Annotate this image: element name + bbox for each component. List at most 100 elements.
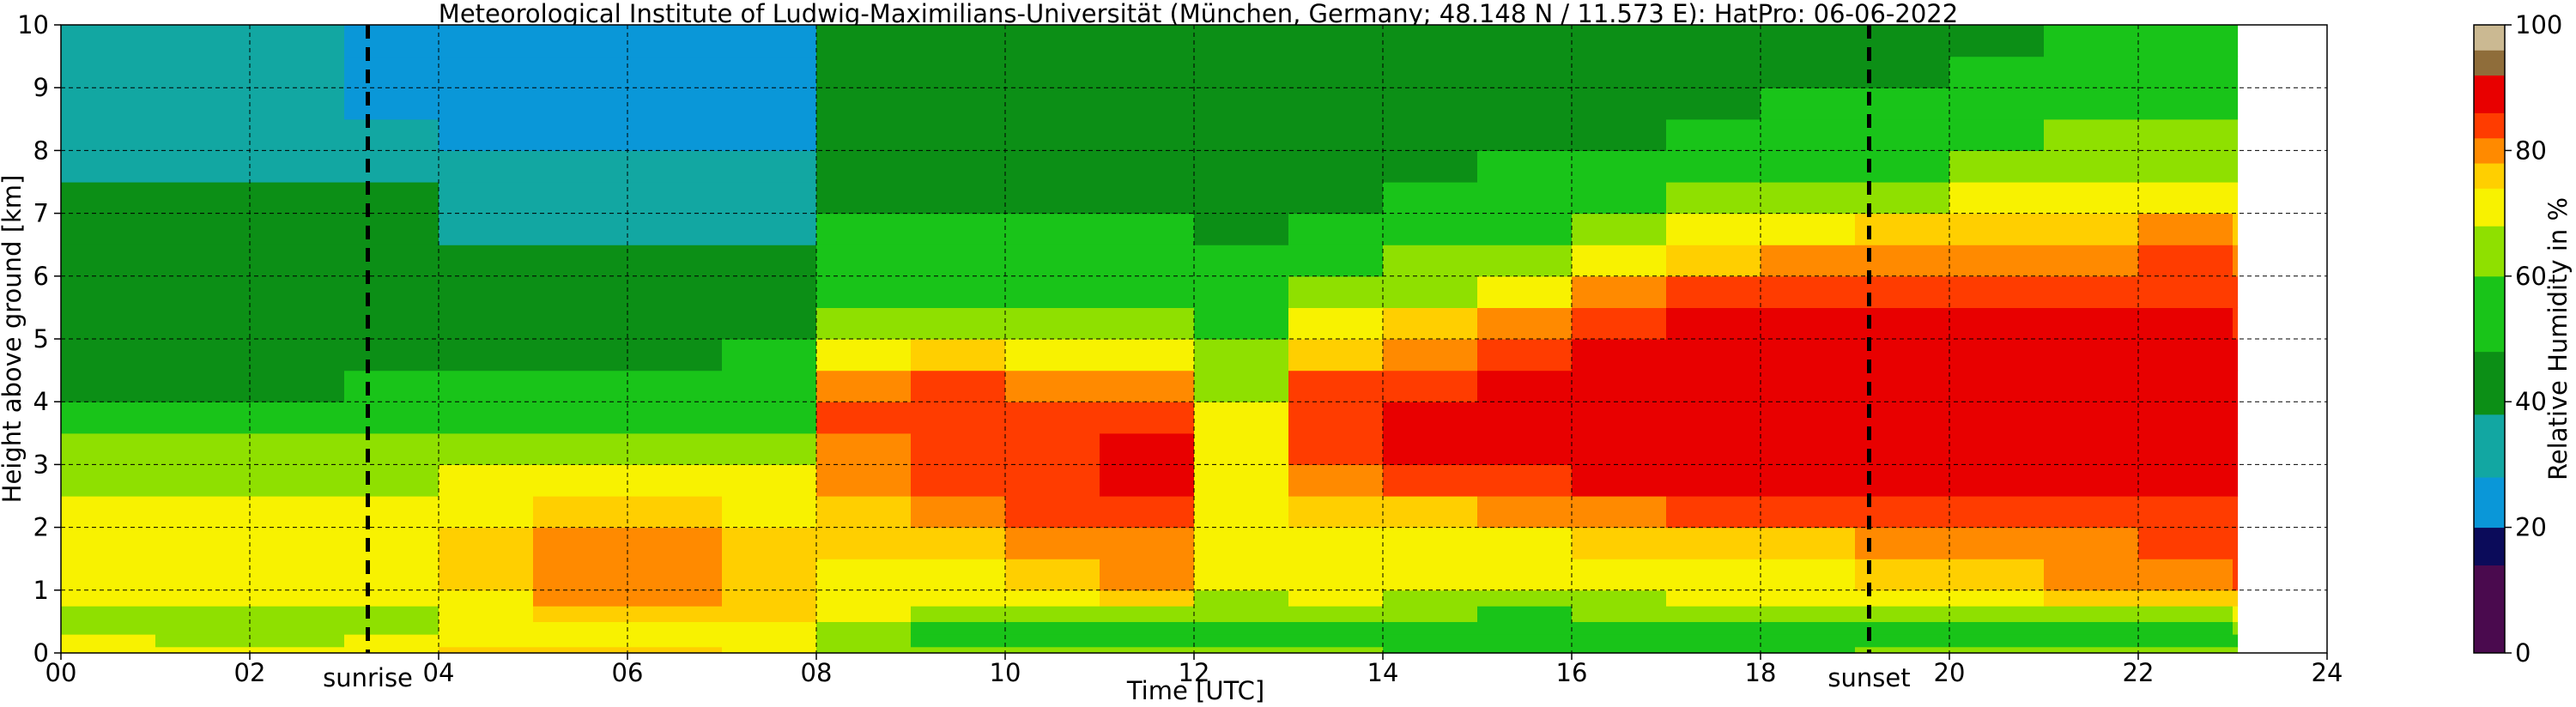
heatmap-cell [2138,339,2234,372]
heatmap-cell [1572,634,1667,648]
heatmap-cell [2233,150,2239,183]
heatmap-cell [2233,118,2239,151]
heatmap-cell [1949,150,2045,183]
heatmap-cell [1572,606,1667,622]
heatmap-cell [439,589,534,607]
heatmap-cell [1194,621,1289,635]
heatmap-cell [911,646,1006,654]
heatmap-cell [155,88,251,120]
heatmap-cell [1288,88,1384,120]
heatmap-cell [1477,496,1573,529]
x-tick-label: 18 [1745,658,1777,687]
heatmap-cell [533,118,628,151]
heatmap-cell [250,634,345,648]
heatmap-cell [1949,339,2045,372]
heatmap-cell [627,275,723,308]
colorbar-segment [2474,527,2505,566]
heatmap-cell [722,245,817,277]
heatmap-cell [1572,339,1667,372]
heatmap-cell [344,464,439,497]
heatmap-cell [722,150,817,183]
heatmap-cell [155,621,251,635]
y-tick-label: 10 [17,10,49,39]
heatmap-cell [1477,432,1573,465]
heatmap-cell [533,307,628,340]
heatmap-cell [250,646,345,654]
heatmap-cell [439,88,534,120]
heatmap-cell [439,25,534,57]
heatmap-cell [1005,496,1100,529]
heatmap-cell [1100,275,1195,308]
heatmap-cell [816,634,912,648]
heatmap-cell [1005,56,1100,88]
heatmap-cell [439,496,534,529]
heatmap-cell [155,464,251,497]
heatmap-cell [1383,339,1478,372]
heatmap-cell [155,432,251,465]
heatmap-cell [155,245,251,277]
heatmap-cell [533,213,628,245]
heatmap-cell [1194,182,1289,215]
heatmap-cell [911,496,1006,529]
heatmap-cell [1666,621,1761,635]
heatmap-cell [1383,621,1478,635]
x-tick-label: 20 [1934,658,1966,687]
heatmap-cell [1761,245,1856,277]
heatmap-cell [2138,182,2234,215]
heatmap-cell [61,88,156,120]
heatmap-cell [1194,275,1289,308]
heatmap-cell [1666,527,1761,559]
y-tick-label: 7 [33,199,49,228]
heatmap-cell [722,589,817,607]
heatmap-cell [722,339,817,372]
heatmap-cell [1761,634,1856,648]
heatmap-cell [1005,88,1100,120]
heatmap-cell [2138,245,2234,277]
y-axis-label: Height above ground [km] [0,175,27,504]
heatmap-cell [2233,307,2239,340]
heatmap-cell [250,621,345,635]
heatmap-cell [2138,56,2234,88]
heatmap-cell [1100,56,1195,88]
heatmap-cell [1477,213,1573,245]
heatmap-cell [61,339,156,372]
heatmap-cell [627,245,723,277]
heatmap-cell [344,56,439,88]
heatmap-cell [2138,496,2234,529]
heatmap-cell [344,307,439,340]
heatmap-cell [1761,559,1856,591]
heatmap-cell [1100,370,1195,402]
heatmap-cell [2233,646,2239,654]
heatmap-cell [439,213,534,245]
heatmap-cell [816,275,912,308]
heatmap-cell [250,118,345,151]
heatmap-cell [1666,464,1761,497]
heatmap-cell [1005,589,1100,607]
heatmap-cell [1383,464,1478,497]
heatmap-cell [1855,606,1950,622]
heatmap-cell [1194,307,1289,340]
heatmap-cell [155,275,251,308]
heatmap-cell [1666,606,1761,622]
heatmap-cell [1477,88,1573,120]
heatmap-cell [1949,621,2045,635]
colorbar-tick-label: 100 [2515,10,2562,39]
heatmap-cell [1005,339,1100,372]
heatmap-cell [1666,339,1761,372]
heatmap-cell [1194,118,1289,151]
heatmap-cell [627,589,723,607]
heatmap-cell [155,527,251,559]
heatmap-cell [2233,589,2239,607]
heatmap-cell [1100,307,1195,340]
heatmap-cell [250,589,345,607]
heatmap-cell [344,213,439,245]
heatmap-cell [1194,527,1289,559]
heatmap-cell [1761,56,1856,88]
heatmap-cell [344,245,439,277]
heatmap-cell [911,275,1006,308]
heatmap-cell [2233,559,2239,591]
sunset-label: sunset [1827,663,1910,692]
heatmap-cell [439,307,534,340]
heatmap-cell [1761,213,1856,245]
heatmap-cell [627,464,723,497]
